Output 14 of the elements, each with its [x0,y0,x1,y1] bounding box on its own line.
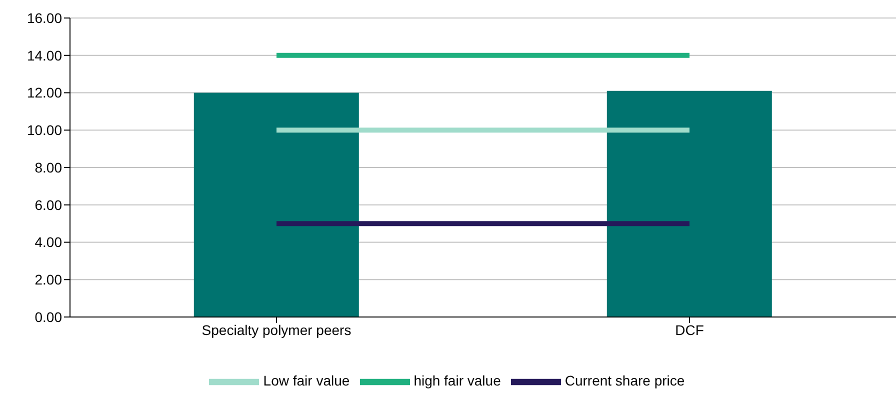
legend-label: high fair value [414,372,501,389]
x-tick-label: DCF [675,322,704,338]
y-tick-label: 4.00 [34,234,62,250]
y-tick-label: 12.00 [26,84,62,101]
y-tick-label: 16.00 [26,10,62,26]
y-tick-label: 0.00 [34,308,62,325]
y-tick-label: 6.00 [34,196,62,213]
y-tick-label: 8.00 [34,159,62,176]
y-tick-label: 2.00 [34,272,62,288]
y-tick-label: 14.00 [26,47,62,64]
x-tick-label: Specialty polymer peers [202,322,352,338]
y-tick-label: 10.00 [26,122,62,138]
legend-label: Current share price [564,372,685,389]
legend-label: Low fair value [263,372,350,389]
